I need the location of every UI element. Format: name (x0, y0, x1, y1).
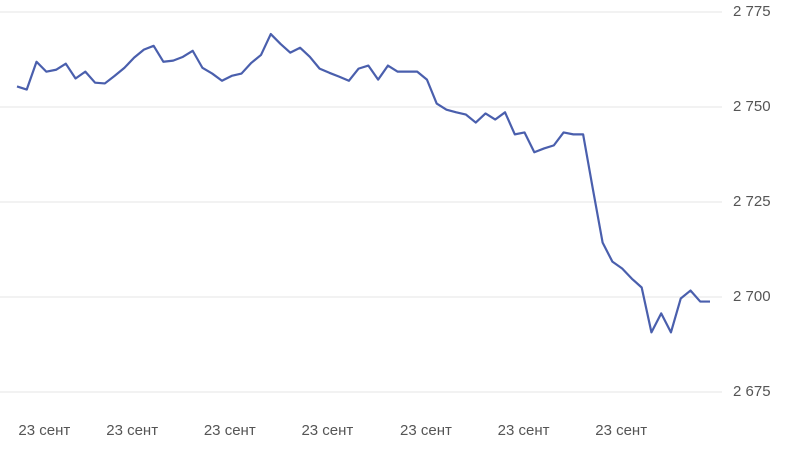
y-tick-label: 2 775 (733, 3, 771, 20)
x-tick-label: 23 сент (301, 422, 353, 439)
x-tick-label: 23 сент (204, 422, 256, 439)
y-tick-label: 2 700 (733, 288, 771, 305)
y-tick-label: 2 675 (733, 383, 771, 400)
x-tick-label: 23 сент (400, 422, 452, 439)
y-tick-label: 2 750 (733, 98, 771, 115)
y-tick-label: 2 725 (733, 193, 771, 210)
price-line (16, 32, 710, 334)
x-tick-label: 23 сент (595, 422, 647, 439)
x-tick-label: 23 сент (106, 422, 158, 439)
x-tick-label: 23 сент (18, 422, 70, 439)
x-tick-label: 23 сент (498, 422, 550, 439)
